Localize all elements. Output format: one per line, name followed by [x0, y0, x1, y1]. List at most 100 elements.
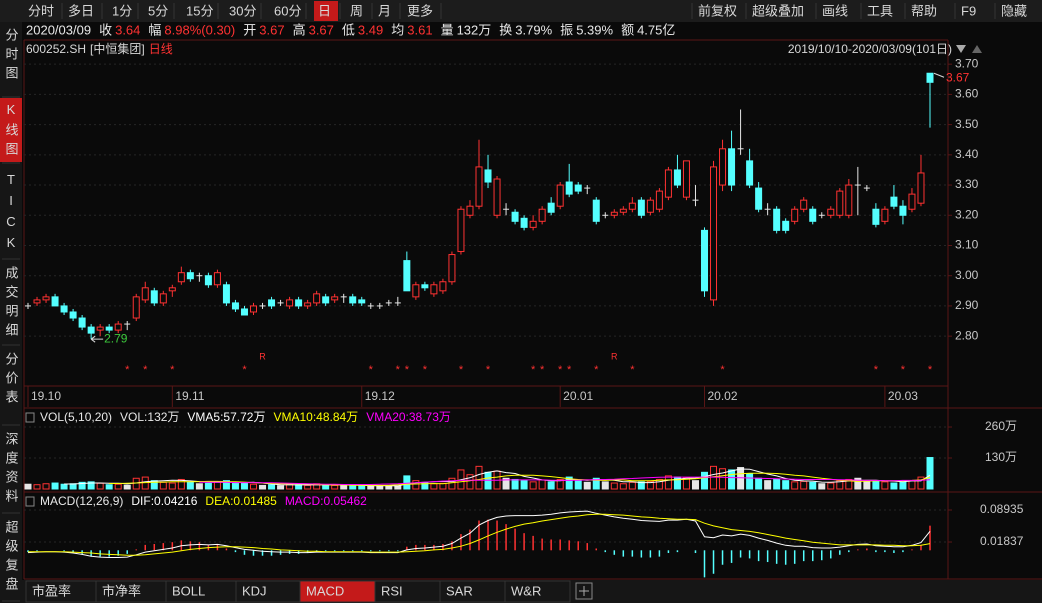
candle-body — [673, 169, 681, 186]
indicator-tab[interactable]: 市净率 — [102, 583, 141, 598]
event-star[interactable]: * — [405, 364, 410, 376]
period-tab[interactable]: 日 — [318, 3, 331, 18]
y-tick-label: 0.01837 — [980, 534, 1024, 548]
tool-button[interactable]: 前复权 — [698, 3, 737, 18]
date-range[interactable]: 2019/10/10-2020/03/09(101日) — [788, 42, 952, 56]
tool-button[interactable]: 工具 — [867, 3, 893, 18]
tool-button[interactable]: F9 — [961, 3, 976, 18]
volume-bar — [691, 480, 699, 490]
period-tab[interactable]: 15分 — [186, 3, 213, 18]
event-star[interactable]: * — [558, 364, 563, 376]
candle-body — [114, 323, 122, 331]
tool-button[interactable]: 隐藏 — [1001, 3, 1027, 18]
period-tab[interactable]: 5分 — [148, 3, 168, 18]
period-tab[interactable]: 30分 — [229, 3, 256, 18]
candle-body — [150, 290, 158, 304]
event-star[interactable]: * — [630, 364, 635, 376]
add-tab-button[interactable] — [575, 582, 593, 600]
event-star[interactable]: * — [540, 364, 545, 376]
y-tick-label: 3.20 — [955, 207, 979, 221]
sidebar-tab[interactable]: 分价表 — [4, 352, 19, 409]
volume-bar — [367, 485, 375, 490]
period-tab[interactable]: 60分 — [274, 3, 301, 18]
info-text: 3.49 — [358, 22, 383, 37]
event-star[interactable]: * — [396, 364, 401, 376]
event-r[interactable]: R — [259, 351, 266, 361]
candle-body — [710, 166, 718, 301]
indicator-tab[interactable]: W&R — [511, 583, 541, 598]
dropdown-icon[interactable] — [972, 45, 982, 53]
candle-body — [908, 193, 916, 210]
event-r[interactable]: R — [611, 351, 618, 361]
volume-bar — [592, 477, 600, 490]
indicator-tab[interactable]: SAR — [446, 583, 473, 598]
sidebar-tab[interactable]: 深度资料 — [4, 432, 19, 508]
period-tab[interactable]: 分时 — [28, 3, 54, 18]
volume-bar — [863, 481, 871, 490]
sidebar-tab[interactable]: 超级复盘 — [4, 520, 19, 596]
event-star[interactable]: * — [143, 364, 148, 376]
volume-bar — [773, 478, 781, 490]
volume-bar — [926, 457, 934, 490]
event-star[interactable]: * — [486, 364, 491, 376]
volume-bar — [403, 475, 411, 490]
candle-body — [890, 196, 898, 207]
volume-bar — [105, 484, 113, 490]
info-text: 高 — [293, 22, 306, 37]
indicator-tab[interactable]: MACD — [306, 583, 344, 598]
candle-body — [268, 299, 276, 307]
indicator-tab[interactable]: KDJ — [242, 583, 267, 598]
volume-bar — [168, 482, 176, 490]
candle-body — [159, 293, 167, 304]
candle-body — [313, 293, 321, 304]
event-star[interactable]: * — [874, 364, 879, 376]
volume-bar — [240, 482, 248, 490]
legend-box — [25, 496, 35, 507]
volume-bar — [304, 484, 312, 490]
tool-button[interactable]: 画线 — [822, 3, 848, 18]
event-star[interactable]: * — [423, 364, 428, 376]
volume-bar — [746, 473, 754, 490]
sidebar-tab[interactable]: 成交明细 — [4, 266, 19, 342]
candle-body — [204, 275, 212, 286]
sidebar-tab[interactable]: K线图 — [4, 102, 19, 161]
event-star[interactable]: * — [720, 364, 725, 376]
event-star[interactable]: * — [901, 364, 906, 376]
period-tab[interactable]: 1分 — [112, 3, 132, 18]
volume-bar — [601, 481, 609, 490]
x-tick-label: 19.10 — [31, 389, 61, 403]
candle-body — [222, 284, 230, 304]
event-star[interactable]: * — [125, 364, 130, 376]
info-text: 3.67 — [259, 22, 284, 37]
sidebar-tab[interactable]: 分时图 — [4, 28, 19, 85]
tool-button[interactable]: 超级叠加 — [752, 3, 804, 18]
legend-entry: VMA5:57.72万 — [187, 410, 265, 424]
volume-bar — [331, 484, 339, 490]
event-star[interactable]: * — [594, 364, 599, 376]
tool-button[interactable]: 帮助 — [911, 3, 937, 18]
event-star[interactable]: * — [170, 364, 175, 376]
volume-bar — [782, 480, 790, 490]
candle-body — [746, 160, 754, 186]
event-star[interactable]: * — [242, 364, 247, 376]
period-label: 日线 — [149, 42, 173, 56]
event-star[interactable]: * — [567, 364, 572, 376]
period-tab[interactable]: 多日 — [68, 3, 94, 18]
indicator-tab[interactable]: 市盈率 — [32, 583, 71, 598]
period-tab[interactable]: 更多 — [407, 3, 433, 18]
event-star[interactable]: * — [459, 364, 464, 376]
event-star[interactable]: * — [369, 364, 374, 376]
candle-body — [322, 296, 330, 304]
event-star[interactable]: * — [531, 364, 536, 376]
dropdown-icon[interactable] — [956, 45, 966, 53]
period-tab[interactable]: 周 — [350, 3, 363, 18]
period-tab[interactable]: 月 — [378, 3, 391, 18]
series-line — [27, 510, 931, 558]
candle-body — [60, 305, 68, 313]
indicator-tab[interactable]: RSI — [381, 583, 403, 598]
indicator-tab[interactable]: BOLL — [172, 583, 205, 598]
event-star[interactable]: * — [928, 364, 933, 376]
sidebar-tab[interactable]: TICK — [4, 172, 19, 256]
y-tick-label: 3.30 — [955, 177, 979, 191]
